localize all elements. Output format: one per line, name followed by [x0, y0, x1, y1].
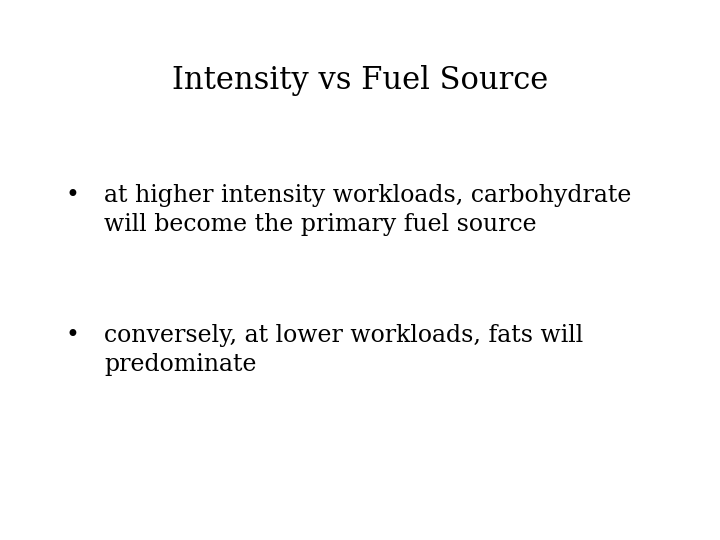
Text: Intensity vs Fuel Source: Intensity vs Fuel Source: [172, 65, 548, 96]
Text: at higher intensity workloads, carbohydrate
will become the primary fuel source: at higher intensity workloads, carbohydr…: [104, 184, 631, 236]
Text: •: •: [65, 324, 79, 347]
Text: conversely, at lower workloads, fats will
predominate: conversely, at lower workloads, fats wil…: [104, 324, 584, 376]
Text: •: •: [65, 184, 79, 207]
